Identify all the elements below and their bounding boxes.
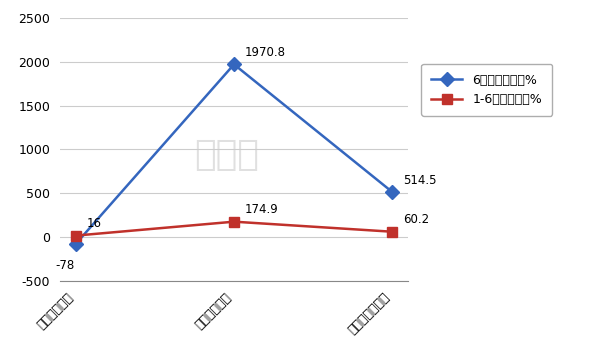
Text: 1970.8: 1970.8 <box>245 46 286 59</box>
6月同比增长高% <box>230 62 238 67</box>
Text: 16: 16 <box>87 217 102 230</box>
6月同比增长高% <box>389 190 396 194</box>
Line: 6月同比增长高%: 6月同比增长高% <box>71 59 397 249</box>
Text: -78: -78 <box>55 259 74 272</box>
1-6月同比增长% <box>230 220 238 224</box>
Text: 氢智会: 氢智会 <box>194 138 259 172</box>
1-6月同比增长% <box>389 230 396 234</box>
Text: 174.9: 174.9 <box>245 203 279 216</box>
Text: 60.2: 60.2 <box>403 213 430 226</box>
6月同比增长高% <box>72 242 79 246</box>
Legend: 6月同比增长高%, 1-6月同比增长%: 6月同比增长高%, 1-6月同比增长% <box>421 64 552 116</box>
1-6月同比增长% <box>72 233 79 238</box>
Line: 1-6月同比增长%: 1-6月同比增长% <box>71 217 397 240</box>
Text: 514.5: 514.5 <box>403 174 437 186</box>
